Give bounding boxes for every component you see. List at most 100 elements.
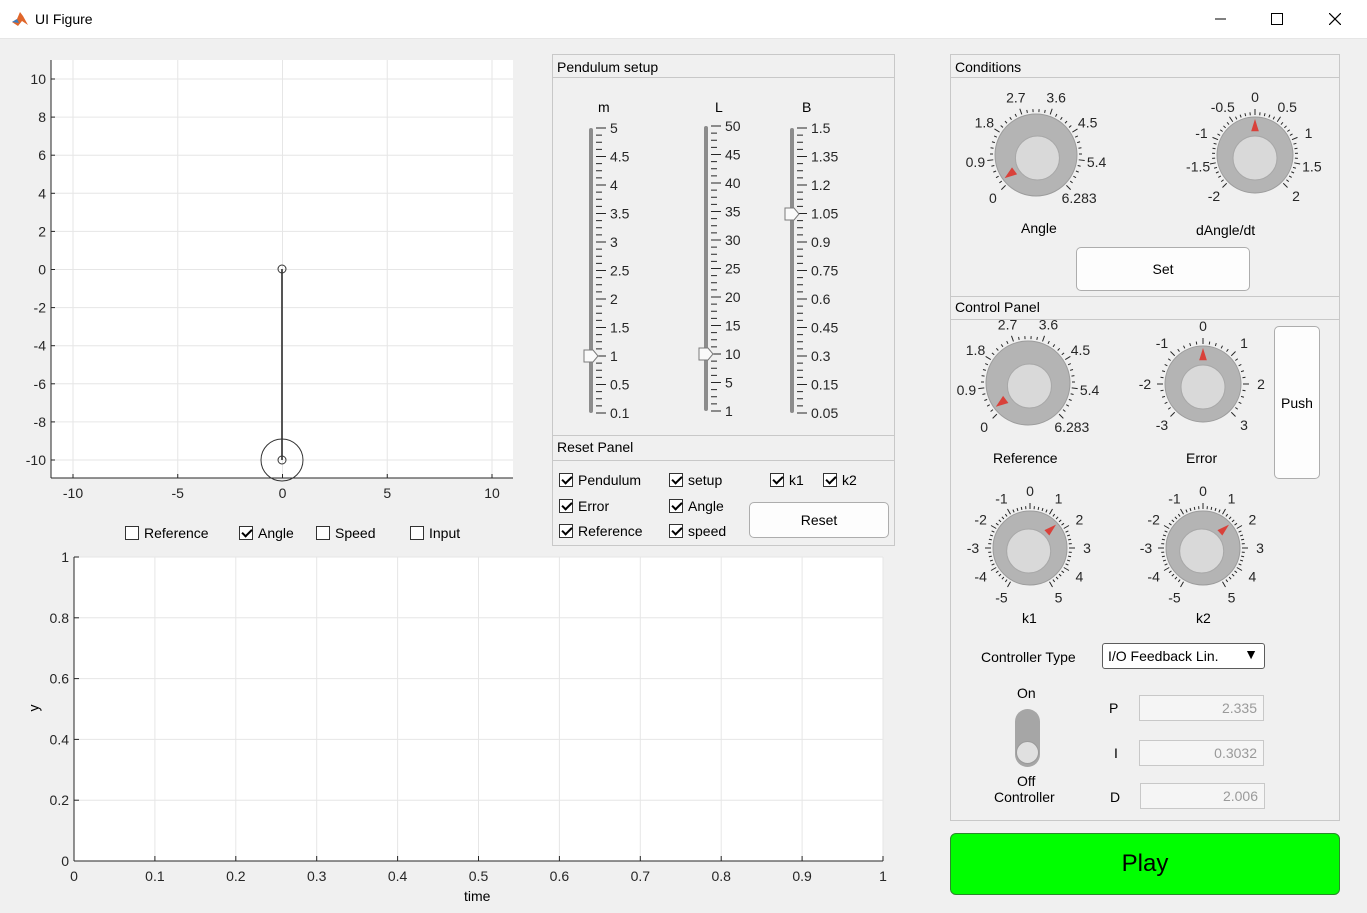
checkbox-box[interactable] (669, 499, 683, 513)
set-button[interactable]: Set (1076, 247, 1250, 291)
gain-p-field[interactable]: 2.335 (1139, 695, 1264, 721)
controller-switch[interactable] (1015, 709, 1040, 767)
reset-checkbox-setup[interactable]: setup (669, 472, 722, 488)
knob-tick (1011, 335, 1014, 342)
knob-tick-label: 3 (1083, 540, 1091, 556)
slider-thumb-m[interactable] (583, 349, 599, 363)
pendulum-tick-labels: -10 -5 0 5 10 10 8 6 4 2 0 -2 -4 -6 -8 -10 (26, 71, 500, 501)
reset-checkbox-pendulum[interactable]: Pendulum (559, 472, 641, 488)
knob-tick-label: -2 (974, 512, 987, 528)
time-plot-tick-labels: 0 0.1 0.2 0.3 0.4 0.5 0.6 0.7 0.8 0.9 1 0 0.2 0.4 0.6 0… (50, 549, 888, 884)
knob-tick-label: -2 (1139, 376, 1152, 392)
angle-knob[interactable]: 0 0.9 1.8 2.7 3.6 4.5 5.4 6.283 (951, 70, 1121, 240)
knob-indicator (1044, 524, 1057, 536)
checkbox-box[interactable] (125, 526, 139, 540)
play-button[interactable]: Play (950, 833, 1340, 895)
gain-d-label: D (1110, 789, 1121, 805)
y-tick-label: -10 (26, 452, 46, 468)
knob-tick-label: 5.4 (1080, 382, 1100, 398)
maximize-button[interactable] (1254, 0, 1300, 38)
panel-title: Reset Panel (557, 439, 634, 455)
knob-tick (1263, 113, 1266, 117)
knob-tick (1055, 516, 1059, 520)
checkbox-box[interactable] (239, 526, 253, 540)
checkbox-box[interactable] (559, 524, 573, 538)
slider-L[interactable] (704, 126, 708, 411)
knob-tick-label: 5.4 (1087, 154, 1107, 170)
gain-d-field[interactable]: 2.006 (1140, 783, 1265, 809)
reference-knob[interactable]: 0 0.9 1.8 2.7 3.6 4.5 5.4 6.283 (943, 298, 1113, 468)
knob-cap (1014, 135, 1060, 181)
slider-thumb-B[interactable] (784, 207, 800, 221)
reset-button[interactable]: Reset (749, 502, 889, 538)
error-knob-label: Error (1186, 450, 1218, 466)
checkbox-box[interactable] (559, 473, 573, 487)
knob-tick (1230, 351, 1236, 357)
push-button[interactable]: Push (1274, 326, 1320, 479)
y-tick-label: 0.8 (50, 610, 70, 626)
checkbox-box[interactable] (669, 524, 683, 538)
close-button[interactable] (1312, 0, 1358, 38)
checkbox-label: Angle (688, 498, 724, 514)
slider-m[interactable] (589, 128, 593, 413)
knob-tick (989, 534, 994, 537)
x-tick-label: 10 (484, 485, 500, 501)
checkbox-box[interactable] (770, 473, 784, 487)
reset-checkbox-reference[interactable]: Reference (559, 523, 643, 539)
gain-i-field[interactable]: 0.3032 (1139, 740, 1264, 766)
knob-tick (1174, 516, 1178, 520)
knob-tick (1065, 530, 1069, 533)
knob-tick (1067, 363, 1071, 366)
knob-tick (1078, 159, 1085, 161)
knob-tick (1230, 411, 1236, 417)
y-tick-label: 8 (38, 109, 46, 125)
knob-tick (1180, 581, 1184, 588)
checkbox-angle[interactable]: Angle (239, 525, 294, 541)
knob-tick (1066, 185, 1072, 191)
knob-tick-label: 0.9 (966, 154, 986, 170)
checkbox-speed[interactable]: Speed (316, 525, 375, 541)
reset-checkbox-angle[interactable]: Angle (669, 498, 724, 514)
knob-tick-label: 4 (1075, 569, 1083, 585)
knob-tick (984, 398, 988, 401)
knob-tick-label: 1 (1228, 491, 1236, 507)
checkbox-box[interactable] (823, 473, 837, 487)
checkbox-box[interactable] (410, 526, 424, 540)
slider-tick-label: 1.5 (811, 120, 831, 136)
reset-checkbox-speed[interactable]: speed (669, 523, 726, 539)
slider-tick-label: 0.75 (811, 263, 838, 279)
minimize-button[interactable] (1198, 0, 1244, 38)
knob-tick (1239, 534, 1244, 537)
knob-tick-label: 0 (1026, 483, 1034, 499)
reset-checkbox-k1[interactable]: k1 (770, 472, 804, 488)
x-tick-label: 0 (279, 485, 287, 501)
checkbox-label: speed (688, 523, 727, 539)
slider-B[interactable] (790, 128, 794, 413)
error-knob[interactable]: -3 -2 -1 0 1 2 3 (1118, 299, 1288, 469)
knob-tick-label: -3 (1140, 540, 1153, 556)
checkbox-box[interactable] (559, 499, 573, 513)
knob-indicator (1199, 348, 1207, 361)
checkbox-box[interactable] (316, 526, 330, 540)
controller-type-dropdown[interactable]: I/O Feedback Lin. ▼ (1102, 643, 1265, 669)
knob-tick (1055, 113, 1058, 117)
y-tick-label: -6 (34, 376, 47, 392)
checkbox-reference[interactable]: Reference (125, 525, 209, 541)
switch-thumb[interactable] (1016, 741, 1039, 764)
knob-tick (1235, 407, 1239, 410)
reset-checkbox-k2[interactable]: k2 (823, 472, 857, 488)
knob-tick (1052, 579, 1056, 583)
dangle-knob[interactable]: -2 -1.5 -1-0.5 0 0.5 1 1.52 (1170, 70, 1340, 240)
knob-tick-label: 2 (1257, 376, 1265, 392)
slider-thumb-L[interactable] (698, 347, 714, 361)
checkbox-input[interactable]: Input (410, 525, 460, 541)
checkbox-box[interactable] (669, 473, 683, 487)
divider (553, 460, 894, 461)
knob-tick (1238, 401, 1242, 404)
reset-checkbox-error[interactable]: Error (559, 498, 609, 514)
knob-tick (1291, 171, 1295, 174)
switch-caption: Controller (994, 789, 1055, 805)
checkbox-label: setup (688, 472, 723, 488)
